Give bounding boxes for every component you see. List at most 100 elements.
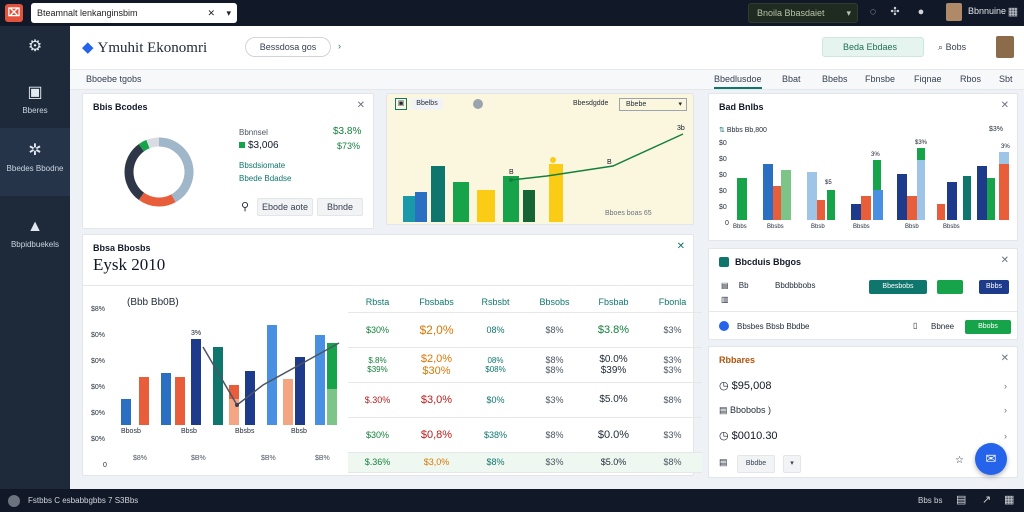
brand: ◆ Ymuhit Ekonomri bbox=[82, 38, 207, 57]
chevron-right-icon[interactable]: › bbox=[1004, 381, 1007, 391]
table-cell: $3,0% bbox=[407, 452, 466, 473]
status-icon bbox=[8, 495, 20, 507]
sidebar-item-2[interactable]: ✲ Bbedes Bbodne bbox=[0, 128, 70, 196]
y-tick: $0 bbox=[719, 140, 727, 147]
pill[interactable]: Bbelbs bbox=[411, 98, 443, 110]
breadcrumb[interactable]: Bboebe tgobs bbox=[86, 74, 142, 84]
tools-icon[interactable]: ✣ bbox=[890, 6, 900, 18]
list-item[interactable]: ◷ $0010.30 bbox=[719, 429, 778, 442]
legend-1-value: $3,006 bbox=[248, 140, 279, 151]
x-label: Bbsb bbox=[905, 224, 919, 230]
clock-icon: ◷ bbox=[719, 380, 729, 392]
chat-fab-button[interactable]: ✉ bbox=[975, 443, 1007, 475]
chevron-right-icon[interactable]: › bbox=[1004, 405, 1007, 415]
trash-icon[interactable]: ▯ bbox=[913, 321, 918, 330]
workspace-dropdown[interactable]: Beda Ebdaes bbox=[822, 37, 924, 57]
check-icon bbox=[719, 321, 729, 331]
column-header[interactable]: Fbsbab bbox=[584, 292, 643, 313]
table-cell: $3% $3% bbox=[643, 347, 702, 383]
column-header[interactable]: Rsbsbt bbox=[466, 292, 525, 313]
star-icon[interactable]: ☆ bbox=[955, 455, 964, 466]
sidebar-item-1[interactable]: ▣ Bberes bbox=[0, 82, 70, 115]
close-icon[interactable]: ✕ bbox=[1000, 100, 1009, 111]
table-cell: $30% bbox=[348, 312, 407, 348]
chart-legend: ⇅ Bbbs Bb,800 bbox=[719, 126, 767, 134]
table-row[interactable]: $30% $0,8% $38% $8% $0.0% $3% bbox=[348, 417, 702, 453]
chevron-down-icon[interactable]: ▾ bbox=[226, 8, 231, 18]
close-icon[interactable]: ✕ bbox=[356, 100, 365, 111]
table-cell: $.36% bbox=[348, 452, 407, 473]
more-button[interactable]: Bbdbe bbox=[737, 455, 775, 473]
card-title: Bbsa Bbosbs bbox=[93, 243, 151, 253]
bar bbox=[763, 164, 773, 220]
column-header[interactable]: Fbsbabs bbox=[407, 292, 466, 313]
search-label: Bobs bbox=[945, 42, 967, 52]
filter-pill[interactable]: Bessdosa gos bbox=[245, 37, 331, 57]
info-icon[interactable] bbox=[473, 99, 483, 109]
sidebar-item-3[interactable]: ▲ Bbpidbuekels bbox=[0, 218, 70, 249]
tab-4[interactable]: Fiqnae bbox=[914, 74, 942, 84]
table-row[interactable]: $.8% $39% $2,0% $30% 08% $08% $8% $8% $0… bbox=[348, 347, 702, 383]
bar bbox=[477, 190, 495, 222]
share-icon[interactable]: ↗ bbox=[982, 494, 992, 506]
close-icon[interactable]: ✕ bbox=[1000, 353, 1009, 364]
data-table: Rbsta Fbsbabs Rsbsbt Bbsobs Fbsbab Fbonl… bbox=[348, 292, 702, 473]
card-title: Bad Bnlbs bbox=[719, 102, 764, 112]
chevron-down-icon[interactable]: ▾ bbox=[783, 455, 801, 473]
chevron-right-icon[interactable]: › bbox=[1004, 431, 1007, 441]
app-logo-icon[interactable]: ⌧ bbox=[5, 4, 23, 22]
tab-0[interactable]: Bbedlusdoe bbox=[714, 74, 762, 89]
list-item-value: Bbdbbbobs bbox=[775, 281, 816, 290]
url-search-field[interactable]: Bteamnalt lenkanginsbim ✕ ▾ bbox=[31, 3, 237, 23]
card-title: Rbbares bbox=[719, 355, 756, 365]
bar bbox=[295, 357, 305, 425]
tab-3[interactable]: Fbnsbe bbox=[865, 74, 896, 84]
settings-icon[interactable]: ▦ bbox=[1007, 6, 1019, 18]
status-badge[interactable] bbox=[937, 280, 963, 294]
sidebar-item-home[interactable]: ⚙ bbox=[0, 36, 70, 60]
status-badge[interactable]: Bbesbobs bbox=[869, 280, 927, 294]
legend-2: Bbsdsiomate bbox=[239, 161, 286, 170]
image-icon[interactable]: ▣ bbox=[395, 98, 407, 110]
environment-dropdown[interactable]: Bnoila Bbasdaiet ▾ bbox=[748, 3, 858, 23]
column-header[interactable]: Bbsobs bbox=[525, 292, 584, 313]
status-badge[interactable]: Bbbs bbox=[979, 280, 1009, 294]
clear-icon[interactable]: ✕ bbox=[207, 8, 215, 18]
table-row[interactable]: $.30% $3,0% $0% $3% $5.0% $8% bbox=[348, 382, 702, 418]
list-item[interactable]: ▥ bbox=[721, 295, 729, 304]
list-item[interactable]: ◷ $95,008 bbox=[719, 379, 771, 392]
tab-6[interactable]: Sbt bbox=[999, 74, 1013, 84]
grid-icon[interactable]: ▦ bbox=[1004, 494, 1015, 506]
pin-icon[interactable]: ⚲ bbox=[241, 201, 250, 213]
chat-icon[interactable]: ◌ bbox=[869, 6, 877, 18]
user-name[interactable]: Bbnnuine bbox=[968, 6, 1007, 16]
table-cell: 08% bbox=[466, 312, 525, 348]
tab-1[interactable]: Bbat bbox=[782, 74, 801, 84]
table-row[interactable]: $30% $2,0% 08% $8% $3.8% $3% bbox=[348, 312, 702, 348]
confirm-button[interactable]: Bbobs bbox=[965, 320, 1011, 334]
tab-5[interactable]: Rbos bbox=[960, 74, 982, 84]
list-item[interactable]: ▤ Bbobobs ) bbox=[719, 405, 771, 416]
x-label: Bbsbs bbox=[235, 428, 255, 435]
list-item[interactable]: ▤ Bb bbox=[721, 281, 749, 290]
chevron-right-icon[interactable]: › bbox=[338, 41, 341, 51]
table-cell: $3% bbox=[525, 382, 584, 418]
chart-title: (Bbb Bb0B) bbox=[127, 297, 179, 308]
range-dropdown[interactable]: Bbebe ▾ bbox=[619, 98, 687, 111]
notification-icon[interactable]: ● bbox=[917, 6, 925, 18]
bar bbox=[523, 190, 535, 222]
avatar[interactable] bbox=[946, 3, 962, 21]
column-header[interactable]: Fbonla bbox=[643, 292, 702, 313]
header-search[interactable]: ⌕ Bobs bbox=[932, 37, 986, 57]
avatar[interactable] bbox=[996, 36, 1014, 58]
table-row[interactable]: $.36% $3,0% $8% $3% $5.0% $8% bbox=[348, 452, 702, 473]
legend-0: Bbnnsel bbox=[239, 128, 268, 137]
close-icon[interactable]: ✕ bbox=[676, 241, 685, 252]
note-button[interactable]: Ebode aote bbox=[257, 198, 313, 216]
secondary-button[interactable]: Bbnde bbox=[317, 198, 363, 216]
tab-2[interactable]: Bbebs bbox=[822, 74, 848, 84]
column-header[interactable]: Rbsta bbox=[348, 292, 407, 313]
document-icon[interactable]: ▤ bbox=[956, 494, 967, 506]
inbox-icon: ▣ bbox=[27, 84, 43, 101]
close-icon[interactable]: ✕ bbox=[1000, 255, 1009, 266]
